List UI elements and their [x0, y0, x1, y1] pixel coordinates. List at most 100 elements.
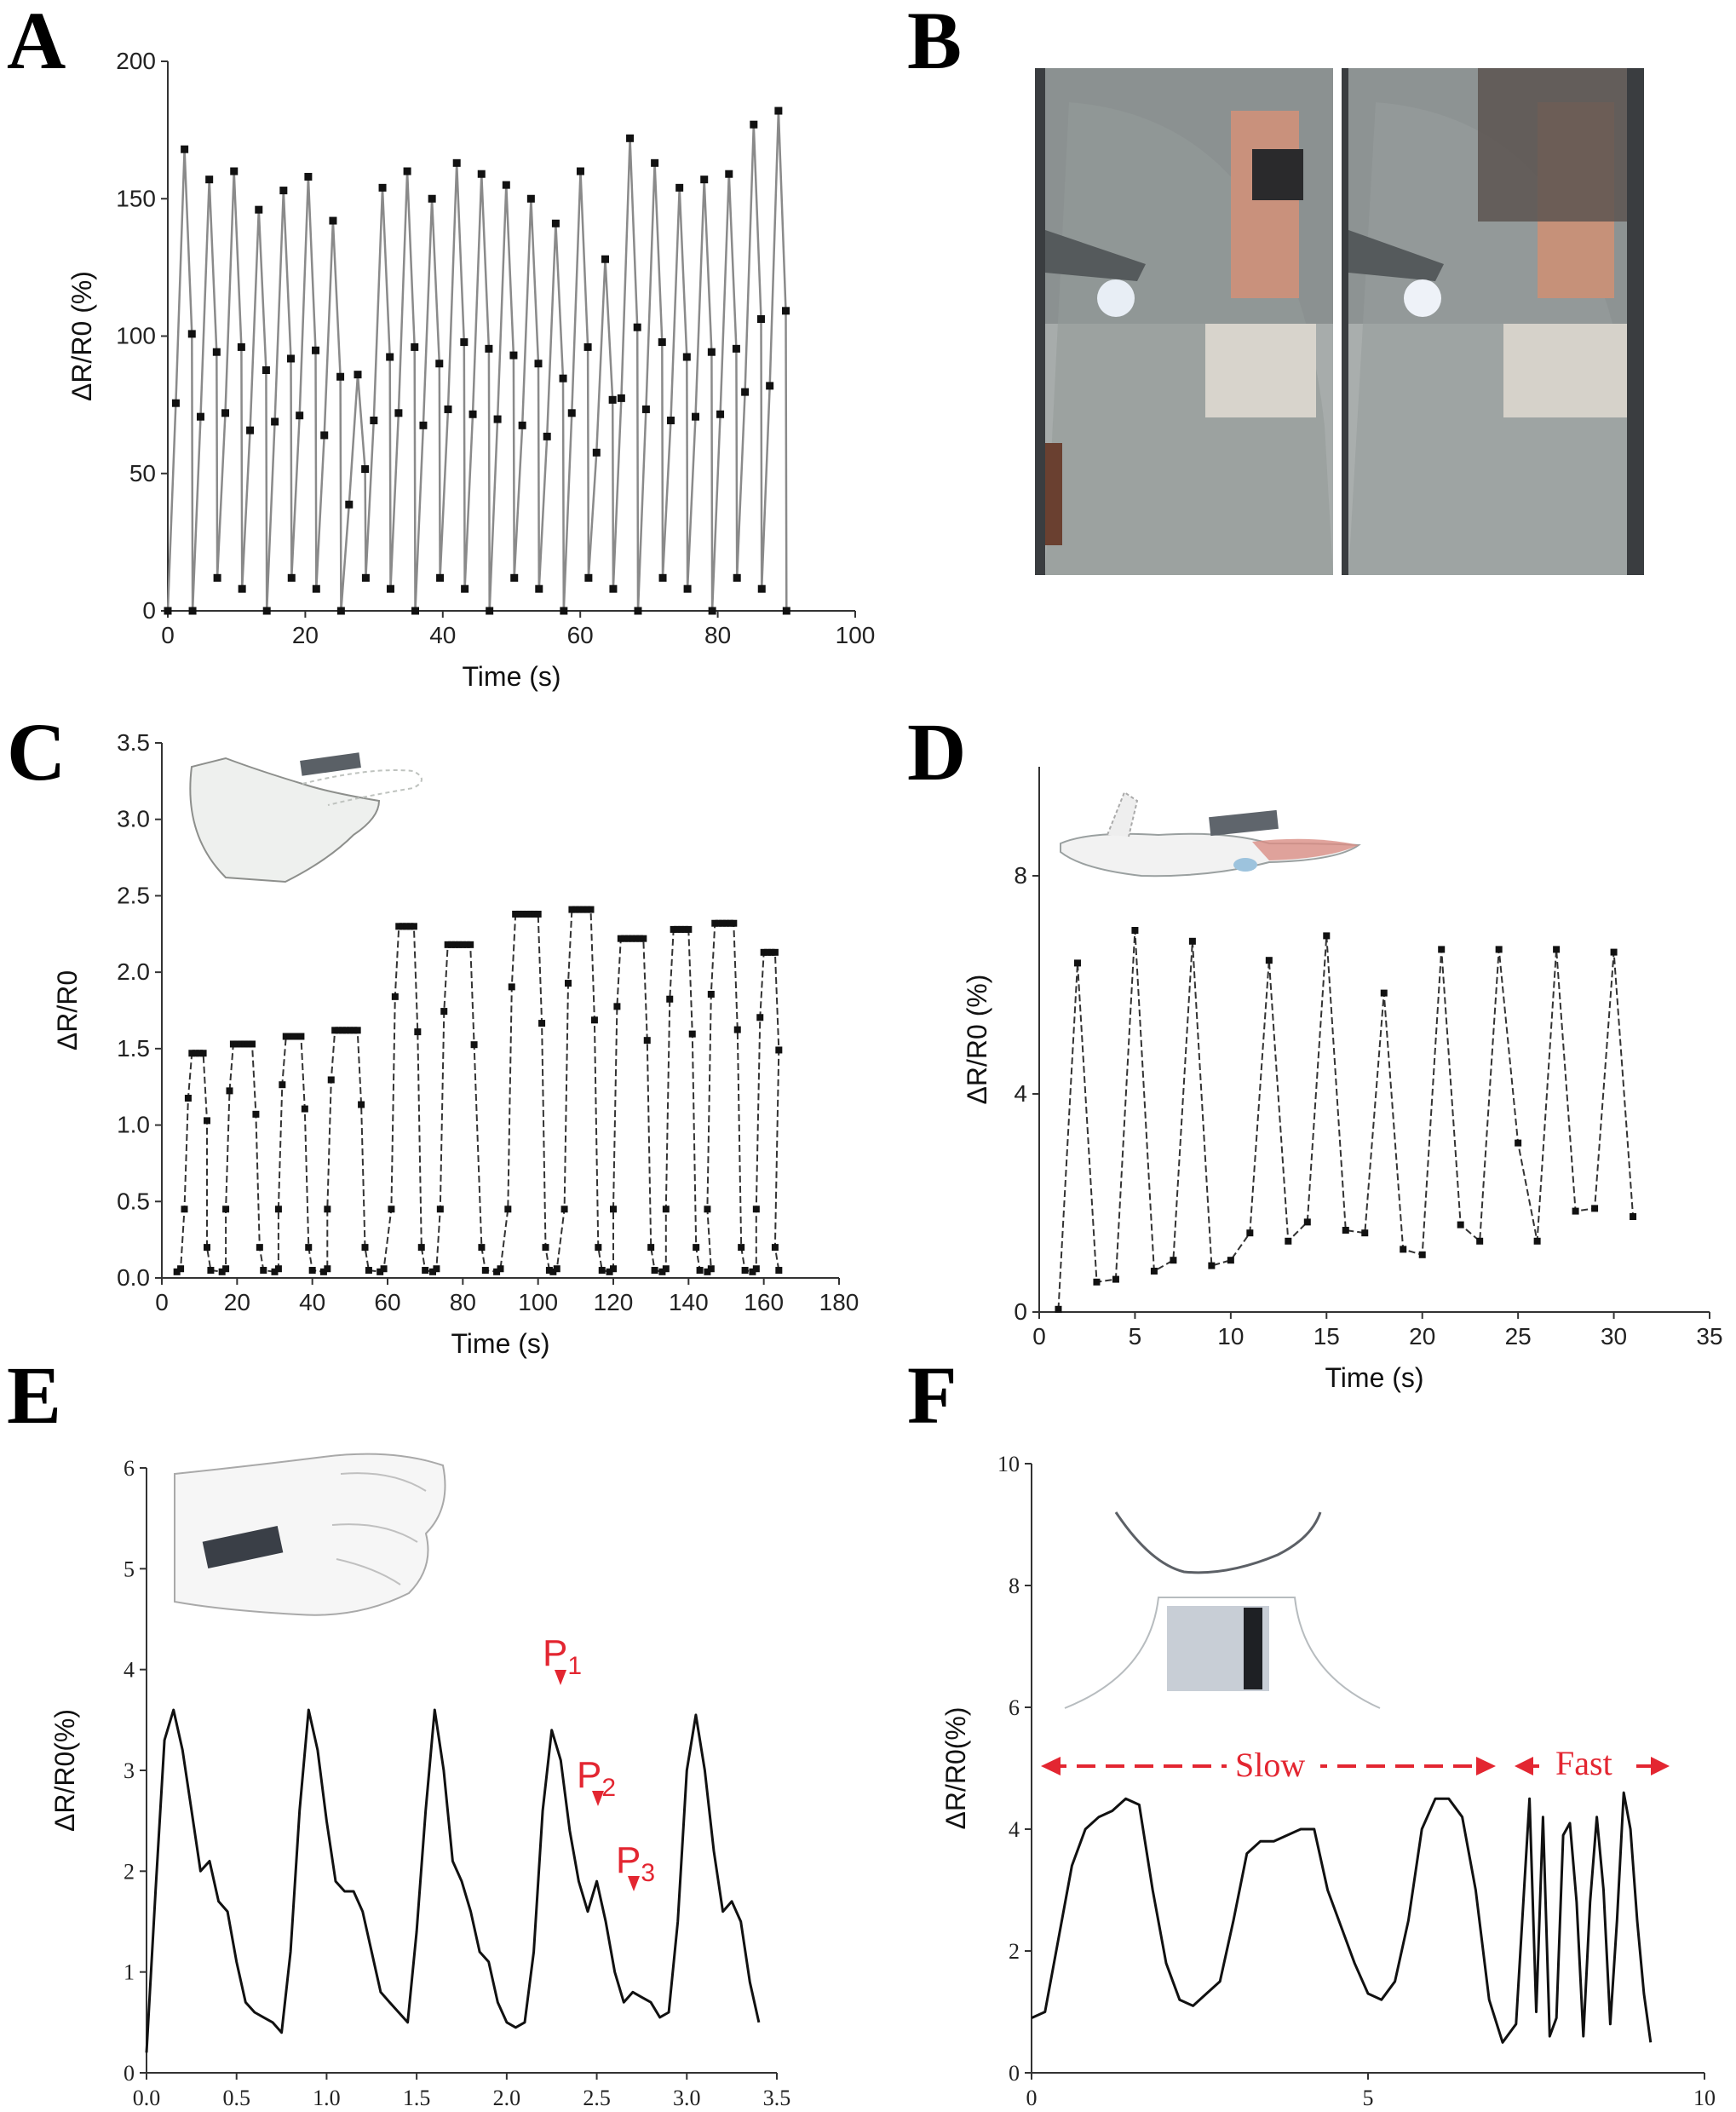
data-point: [704, 1268, 711, 1275]
data-point: [775, 1267, 783, 1275]
svg-text:P3: P3: [616, 1839, 655, 1887]
data-point: [296, 411, 304, 420]
data-point: [708, 607, 716, 615]
fast-range-arrow: Fast: [1515, 1744, 1670, 1786]
data-point: [301, 1105, 308, 1113]
p3-arrow-icon: [628, 1876, 640, 1891]
data-point: [741, 1267, 749, 1275]
data-point: [700, 176, 709, 184]
chart-f: 05100246810Time(s)ΔR/R0(%): [940, 1452, 1716, 2110]
data-point: [403, 167, 411, 176]
data-point: [481, 1267, 489, 1275]
data-point: [666, 995, 674, 1003]
x-tick-label: 15: [1313, 1323, 1340, 1349]
x-axis-label: Time (s): [1325, 1362, 1423, 1393]
data-point: [608, 395, 617, 404]
data-point: [262, 607, 271, 615]
data-point: [647, 1244, 655, 1252]
data-point: [271, 1268, 279, 1275]
data-point: [493, 1268, 501, 1275]
data-point: [1131, 927, 1139, 934]
data-point: [354, 371, 362, 379]
data-point: [1495, 946, 1503, 953]
y-tick-label: 150: [116, 185, 156, 211]
data-point: [1438, 946, 1446, 953]
data-point: [775, 1046, 783, 1054]
y-tick-label: 2.0: [117, 958, 150, 985]
data-point: [377, 1268, 384, 1275]
data-point: [279, 1081, 286, 1089]
data-point: [782, 307, 790, 315]
data-point: [436, 1206, 444, 1213]
data-point: [204, 1117, 210, 1125]
y-axis-label: ΔR/R0 (%): [962, 975, 992, 1105]
y-axis-label: ΔR/R0: [52, 970, 83, 1050]
data-point: [422, 1267, 429, 1275]
data-point: [1093, 1278, 1101, 1286]
data-point: [732, 344, 740, 353]
data-point: [233, 1040, 241, 1048]
data-point: [621, 935, 629, 942]
data-point: [370, 417, 378, 425]
data-point: [171, 399, 180, 407]
x-tick-label: 40: [429, 622, 456, 648]
data-point: [1303, 1218, 1311, 1226]
chart-d: 0 5 10 15 20 25 30 35 0 4 8 Time (s) ΔR/R0 (%): [962, 767, 1723, 1393]
x-tick-label: 20: [224, 1289, 250, 1315]
data-point: [535, 584, 543, 593]
y-tick-label: 0.0: [117, 1264, 150, 1291]
data-point: [391, 993, 399, 1000]
x-tick-label: 60: [567, 622, 594, 648]
data-point: [468, 410, 477, 418]
data-point: [1380, 989, 1388, 997]
x-tick-label: 0.0: [133, 2086, 161, 2110]
data-point: [181, 145, 189, 153]
series-line-e: [145, 1708, 761, 2053]
data-point: [1246, 1229, 1254, 1237]
photo-sensor-setup-left: [1035, 68, 1333, 575]
wrist-pulse-illustration: [174, 1453, 446, 1616]
fast-label: Fast: [1555, 1744, 1612, 1782]
data-point: [520, 910, 526, 918]
x-tick-label: 10: [1693, 2086, 1716, 2110]
x-tick-label: 35: [1696, 1323, 1722, 1349]
x-tick-label: 180: [819, 1289, 859, 1315]
y-tick-label: 4: [1014, 1080, 1027, 1107]
data-point: [733, 573, 741, 582]
y-tick-label: 0: [124, 2061, 135, 2086]
data-point: [388, 1206, 395, 1213]
data-point: [173, 1268, 181, 1275]
data-point: [262, 365, 270, 374]
data-point: [350, 1027, 358, 1034]
data-point: [1591, 1205, 1599, 1212]
data-point: [187, 330, 196, 338]
data-point: [196, 412, 204, 421]
data-point: [218, 1268, 226, 1275]
y-tick-label: 10: [997, 1452, 1020, 1476]
data-point: [559, 374, 567, 383]
data-point: [1476, 1237, 1484, 1245]
panel-letter-a: A: [7, 0, 66, 86]
data-point: [1515, 1139, 1522, 1147]
panel-letter-b: B: [907, 0, 963, 86]
data-point: [274, 1206, 282, 1213]
data-point: [459, 941, 467, 948]
data-point: [534, 360, 543, 368]
data-point: [486, 607, 494, 615]
y-tick-label: 0: [1014, 1298, 1027, 1325]
data-point: [674, 925, 681, 933]
data-point: [451, 941, 459, 948]
y-tick-label: 3.5: [117, 729, 150, 756]
data-point: [305, 1244, 313, 1252]
p3-label: P3: [616, 1839, 655, 1891]
data-point: [346, 1027, 354, 1034]
data-point: [399, 923, 406, 930]
data-point: [617, 935, 624, 942]
data-point: [711, 919, 719, 927]
data-point: [629, 935, 636, 942]
data-point: [410, 923, 417, 930]
data-point: [320, 431, 329, 440]
data-point: [609, 584, 618, 593]
data-point: [181, 1206, 188, 1213]
data-point: [716, 410, 725, 418]
